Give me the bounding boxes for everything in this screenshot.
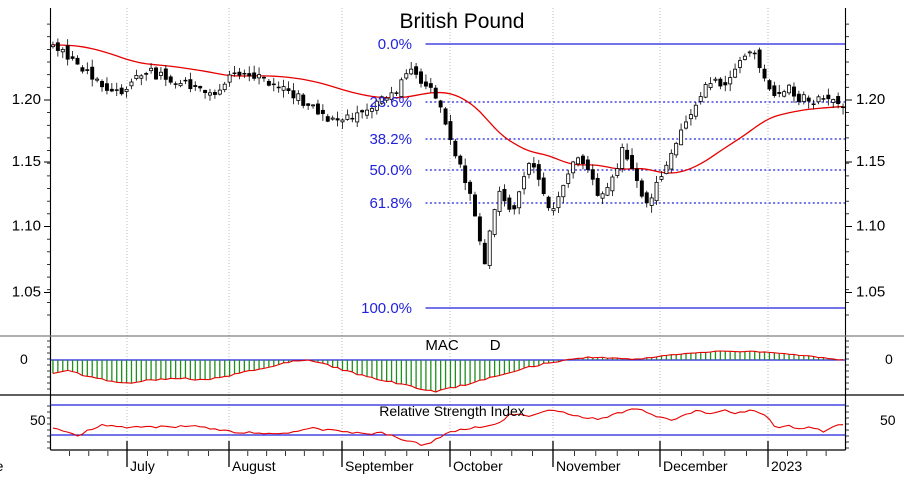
svg-text:50: 50	[880, 412, 896, 428]
svg-text:23.6%: 23.6%	[369, 94, 412, 111]
svg-text:0: 0	[20, 351, 28, 367]
svg-text:September: September	[345, 458, 414, 474]
svg-text:50: 50	[30, 412, 46, 428]
svg-text:December: December	[663, 458, 728, 474]
svg-text:0: 0	[885, 351, 893, 367]
svg-text:1.05: 1.05	[856, 284, 885, 301]
svg-text:1.15: 1.15	[856, 153, 885, 170]
svg-text:Relative Strength Index: Relative Strength Index	[379, 403, 525, 419]
svg-text:50.0%: 50.0%	[369, 162, 412, 179]
svg-text:British Pound: British Pound	[400, 10, 525, 33]
svg-text:38.2%: 38.2%	[369, 131, 412, 148]
svg-text:1.10: 1.10	[12, 218, 41, 235]
svg-text:1.05: 1.05	[12, 284, 41, 301]
svg-text:1.20: 1.20	[12, 91, 41, 108]
svg-text:November: November	[556, 458, 621, 474]
svg-text:July: July	[130, 458, 155, 474]
svg-text:2023: 2023	[771, 458, 802, 474]
svg-text:1.15: 1.15	[12, 153, 41, 170]
svg-text:61.8%: 61.8%	[369, 195, 412, 212]
svg-text:October: October	[453, 458, 503, 474]
svg-text:August: August	[232, 458, 276, 474]
svg-text:June: June	[0, 458, 4, 474]
svg-text:1.10: 1.10	[856, 218, 885, 235]
svg-text:1.20: 1.20	[856, 91, 885, 108]
svg-text:0.0%: 0.0%	[378, 36, 412, 53]
svg-text:100.0%: 100.0%	[361, 300, 412, 317]
